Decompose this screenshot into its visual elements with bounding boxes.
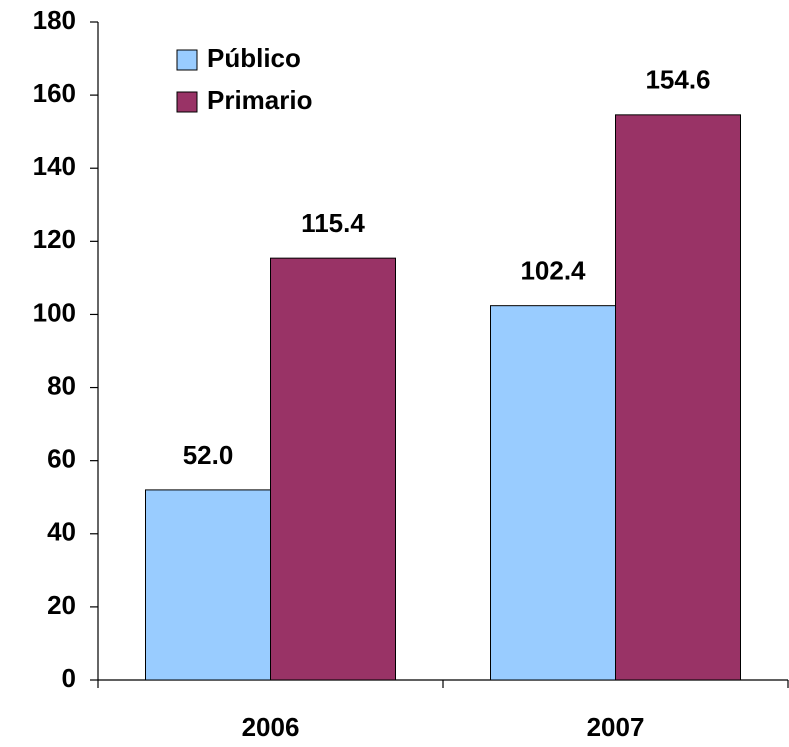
y-tick-label: 140	[33, 151, 76, 181]
legend-label: Público	[207, 43, 301, 73]
legend-label: Primario	[207, 85, 313, 115]
y-tick-label: 120	[33, 224, 76, 254]
x-tick-label: 2006	[242, 712, 300, 742]
legend-swatch	[176, 49, 198, 71]
x-tick-label: 2007	[587, 712, 645, 742]
y-tick-label: 100	[33, 297, 76, 327]
y-tick-label: 80	[47, 370, 76, 400]
bar	[490, 305, 616, 681]
value-label: 52.0	[183, 440, 234, 470]
y-tick-label: 60	[47, 444, 76, 474]
value-label: 102.4	[520, 256, 586, 286]
y-tick-label: 20	[47, 590, 76, 620]
y-tick-label: 180	[33, 5, 76, 35]
legend-swatch	[176, 91, 198, 113]
value-label: 115.4	[301, 208, 365, 238]
bar	[615, 114, 741, 681]
y-tick-label: 0	[62, 663, 76, 693]
bar	[145, 489, 271, 681]
value-label: 154.6	[645, 65, 710, 95]
y-tick-label: 160	[33, 78, 76, 108]
y-tick-label: 40	[47, 517, 76, 547]
bar	[270, 257, 396, 681]
